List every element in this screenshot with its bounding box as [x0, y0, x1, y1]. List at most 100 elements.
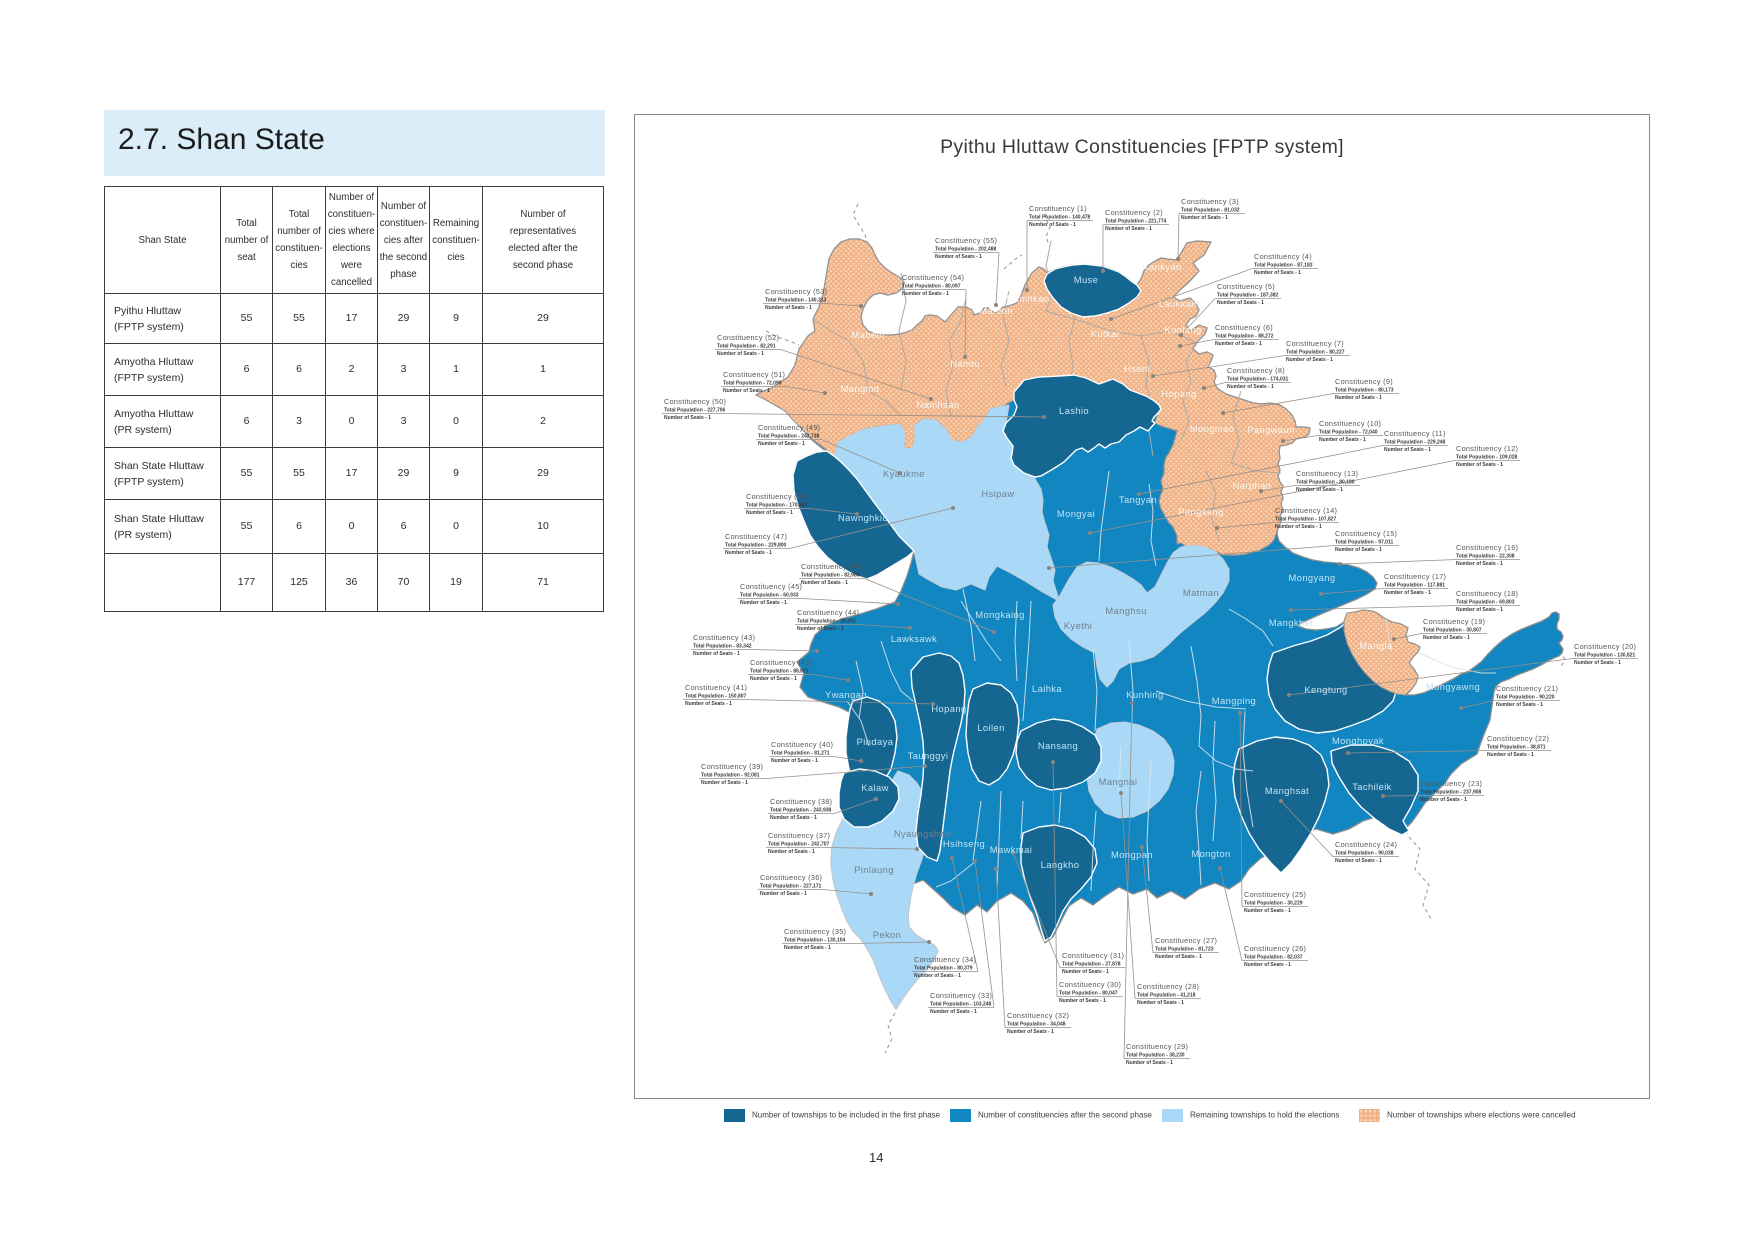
svg-text:Number of Seats - 1: Number of Seats - 1	[784, 945, 831, 951]
svg-text:Total Population - 28,292: Total Population - 28,292	[797, 619, 856, 625]
svg-text:Constituency (52): Constituency (52)	[717, 333, 779, 342]
svg-text:Hseni: Hseni	[1124, 363, 1150, 374]
svg-text:Constituency (26): Constituency (26)	[1244, 944, 1306, 953]
svg-text:Total Population - 72,098: Total Population - 72,098	[723, 381, 782, 387]
svg-text:Total Population - 81,032: Total Population - 81,032	[1181, 208, 1240, 214]
svg-text:Constituency (28): Constituency (28)	[1137, 982, 1199, 991]
svg-text:Constituency (29): Constituency (29)	[1126, 1042, 1188, 1051]
svg-text:Number of Seats - 1: Number of Seats - 1	[1456, 462, 1503, 468]
svg-text:Total Population - 80,097: Total Population - 80,097	[902, 284, 961, 290]
svg-text:Number of Seats - 1: Number of Seats - 1	[1335, 547, 1382, 553]
svg-text:Hsihseng: Hsihseng	[943, 838, 985, 849]
svg-text:Constituency (19): Constituency (19)	[1423, 617, 1485, 626]
svg-text:Narphan: Narphan	[1233, 480, 1272, 491]
svg-text:Mangnai: Mangnai	[1099, 776, 1138, 787]
svg-text:Number of Seats - 1: Number of Seats - 1	[797, 626, 844, 632]
svg-text:Constituency (34): Constituency (34)	[914, 955, 976, 964]
svg-text:Total Population - 80,379: Total Population - 80,379	[914, 966, 973, 972]
svg-text:Constituency (24): Constituency (24)	[1335, 840, 1397, 849]
svg-text:Constituency (48): Constituency (48)	[746, 492, 808, 501]
svg-text:Number of Seats - 1: Number of Seats - 1	[1254, 270, 1301, 276]
svg-text:Manton: Manton	[979, 305, 1013, 316]
svg-text:Number of Seats - 1: Number of Seats - 1	[740, 600, 787, 606]
svg-text:Constituency (2): Constituency (2)	[1105, 208, 1163, 217]
svg-text:Hopang: Hopang	[1161, 388, 1196, 399]
svg-text:Number of Seats - 1: Number of Seats - 1	[1335, 395, 1382, 401]
svg-text:Kunlang: Kunlang	[1164, 324, 1201, 335]
svg-text:Total Population - 69,803: Total Population - 69,803	[1456, 600, 1515, 606]
svg-text:Total Population - 30,229: Total Population - 30,229	[1244, 901, 1303, 907]
svg-text:Constituency (45): Constituency (45)	[740, 582, 802, 591]
svg-text:Number of Seats - 1: Number of Seats - 1	[1217, 300, 1264, 306]
svg-text:Number of Seats - 1: Number of Seats - 1	[1420, 797, 1467, 803]
svg-text:Hsipaw: Hsipaw	[981, 488, 1014, 499]
svg-text:Total Population - 88,821: Total Population - 88,821	[750, 669, 809, 675]
svg-text:Mongyawng: Mongyawng	[1426, 681, 1480, 692]
svg-text:Number of Seats - 1: Number of Seats - 1	[717, 351, 764, 357]
svg-text:Matman: Matman	[1183, 587, 1219, 598]
svg-text:Constituency (3): Constituency (3)	[1181, 197, 1239, 206]
svg-text:Constituency (18): Constituency (18)	[1456, 589, 1518, 598]
svg-text:Mongpan: Mongpan	[1111, 849, 1153, 860]
svg-text:Number of Seats - 1: Number of Seats - 1	[1105, 226, 1152, 232]
svg-text:Number of Seats - 1: Number of Seats - 1	[664, 415, 711, 421]
svg-text:Mongyang: Mongyang	[1289, 572, 1336, 583]
svg-text:Total Population - 227,706: Total Population - 227,706	[664, 408, 726, 414]
svg-text:Number of Seats - 1: Number of Seats - 1	[1574, 660, 1621, 666]
svg-text:Lashio: Lashio	[1059, 405, 1089, 416]
svg-text:Constituency (11): Constituency (11)	[1384, 429, 1446, 438]
svg-text:Constituency (22): Constituency (22)	[1487, 734, 1549, 743]
svg-text:Constituency (30): Constituency (30)	[1059, 980, 1121, 989]
svg-text:Pangsang: Pangsang	[1178, 506, 1223, 517]
svg-text:Constituency (13): Constituency (13)	[1296, 469, 1358, 478]
svg-text:Kankyan: Kankyan	[1142, 261, 1181, 272]
svg-text:Number of Seats - 1: Number of Seats - 1	[1126, 1060, 1173, 1066]
svg-text:Constituency (41): Constituency (41)	[685, 683, 747, 692]
svg-text:Number of Seats - 1: Number of Seats - 1	[801, 580, 848, 586]
svg-text:Total Population - 109,028: Total Population - 109,028	[1456, 455, 1518, 461]
svg-text:Total Population - 80,047: Total Population - 80,047	[1059, 991, 1118, 997]
svg-text:Total Population - 41,218: Total Population - 41,218	[1137, 993, 1196, 999]
svg-text:Constituency (55): Constituency (55)	[935, 236, 997, 245]
svg-text:Number of Seats - 1: Number of Seats - 1	[1215, 341, 1262, 347]
svg-text:Total Population - 22,308: Total Population - 22,308	[1456, 554, 1515, 560]
svg-text:Number of Seats - 1: Number of Seats - 1	[1227, 384, 1274, 390]
svg-text:Number of Seats - 1: Number of Seats - 1	[770, 815, 817, 821]
svg-text:Total Population - 242,707: Total Population - 242,707	[768, 842, 830, 848]
svg-text:Constituency (47): Constituency (47)	[725, 532, 787, 541]
svg-text:Constituency (43): Constituency (43)	[693, 633, 755, 642]
svg-text:Constituency (4): Constituency (4)	[1254, 252, 1312, 261]
svg-text:Number of Seats - 1: Number of Seats - 1	[1275, 524, 1322, 530]
svg-text:Constituency (31): Constituency (31)	[1062, 951, 1124, 960]
svg-text:Total Population - 90,038: Total Population - 90,038	[1335, 851, 1394, 857]
svg-text:Nansang: Nansang	[1038, 740, 1078, 751]
svg-text:Constituency (42): Constituency (42)	[750, 658, 812, 667]
svg-text:Constituency (20): Constituency (20)	[1574, 642, 1636, 651]
svg-text:Constituency (23): Constituency (23)	[1420, 779, 1482, 788]
svg-text:Total Population - 92,081: Total Population - 92,081	[701, 773, 760, 779]
svg-text:Number of Seats - 1: Number of Seats - 1	[760, 891, 807, 897]
svg-text:Constituency (33): Constituency (33)	[930, 991, 992, 1000]
svg-text:Total Population - 80,173: Total Population - 80,173	[1335, 388, 1394, 394]
svg-text:Number of Seats - 1: Number of Seats - 1	[902, 291, 949, 297]
svg-text:Total Population - 140,478: Total Population - 140,478	[1029, 215, 1091, 221]
svg-text:Total Population - 34,048: Total Population - 34,048	[1007, 1022, 1066, 1028]
svg-text:Number of Seats - 1: Number of Seats - 1	[746, 510, 793, 516]
svg-text:Constituency (6): Constituency (6)	[1215, 323, 1273, 332]
svg-text:Total Population - 130,104: Total Population - 130,104	[784, 938, 846, 944]
svg-text:Manghsu: Manghsu	[1105, 605, 1146, 616]
svg-text:Ywangan: Ywangan	[825, 689, 867, 700]
svg-text:Constituency (53): Constituency (53)	[765, 287, 827, 296]
svg-text:Total Population - 72,040: Total Population - 72,040	[1319, 430, 1378, 436]
svg-text:Number of Seats - 1: Number of Seats - 1	[1137, 1000, 1184, 1006]
svg-text:Total Population - 97,011: Total Population - 97,011	[1335, 540, 1393, 546]
svg-text:Constituency (9): Constituency (9)	[1335, 377, 1393, 386]
svg-text:Total Population - 237,908: Total Population - 237,908	[1420, 790, 1482, 796]
svg-text:Constituency (35): Constituency (35)	[784, 927, 846, 936]
svg-text:Laihka: Laihka	[1032, 683, 1062, 694]
svg-text:Number of Seats - 1: Number of Seats - 1	[1062, 969, 1109, 975]
svg-text:Constituency (51): Constituency (51)	[723, 370, 785, 379]
svg-text:Number of Seats - 1: Number of Seats - 1	[765, 305, 812, 311]
svg-text:Number of Seats - 1: Number of Seats - 1	[750, 676, 797, 682]
svg-text:Number of Seats - 1: Number of Seats - 1	[685, 701, 732, 707]
